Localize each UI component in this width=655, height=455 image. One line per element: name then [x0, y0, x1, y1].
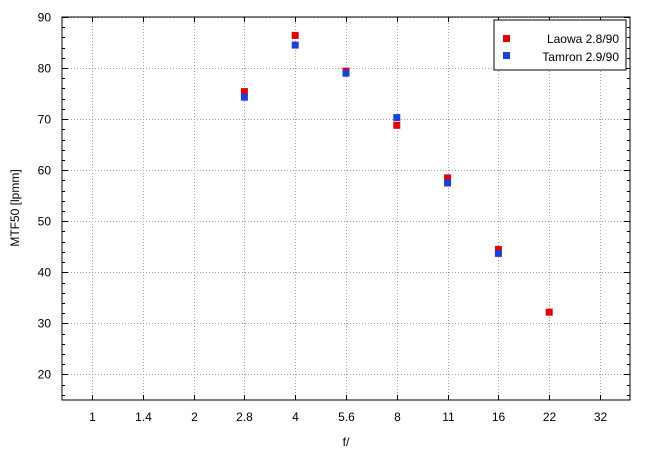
x-tick-label: 5.6	[338, 410, 355, 424]
data-point-laowa	[494, 245, 502, 253]
data-point-tamron	[444, 179, 452, 187]
x-tick-label: 16	[492, 410, 506, 424]
legend-label-laowa: Laowa 2.8/90	[547, 32, 619, 46]
y-tick-label: 30	[38, 317, 52, 331]
x-axis-title: f/	[343, 435, 350, 449]
axis-ticks	[62, 17, 630, 400]
legend: Laowa 2.8/90 Tamron 2.9/90	[493, 19, 627, 71]
data-point-tamron	[494, 249, 502, 257]
x-tick-label: 1.4	[135, 410, 152, 424]
x-tick-label: 11	[442, 410, 455, 424]
data-point-tamron	[291, 41, 299, 49]
x-tick-label: 2	[191, 410, 198, 424]
y-tick-label: 90	[38, 11, 52, 25]
data-points	[240, 31, 553, 316]
data-point-laowa	[444, 174, 452, 182]
y-tick-label: 50	[38, 215, 52, 229]
y-tick-label: 40	[38, 266, 52, 280]
y-tick-labels: 20 30 40 50 60 70 80 90	[38, 11, 52, 382]
x-tick-label: 4	[292, 410, 299, 424]
y-tick-label: 70	[38, 113, 52, 127]
data-point-tamron	[393, 114, 401, 122]
y-tick-label: 20	[38, 368, 52, 382]
data-point-laowa	[393, 121, 401, 129]
x-tick-label: 1	[89, 410, 96, 424]
plot-area-frame	[61, 16, 631, 401]
x-tick-labels: 1 1.4 2 2.8 4 5.6 8 11 16 22 32	[89, 410, 607, 424]
y-tick-label: 80	[38, 62, 52, 76]
data-point-laowa	[240, 88, 248, 96]
data-point-laowa	[545, 308, 553, 316]
y-tick-label: 60	[38, 164, 52, 178]
gridlines	[62, 17, 630, 400]
x-tick-label: 22	[543, 410, 557, 424]
x-tick-label: 8	[394, 410, 401, 424]
data-point-tamron	[240, 93, 248, 101]
legend-swatch-laowa	[503, 35, 510, 42]
legend-label-tamron: Tamron 2.9/90	[542, 50, 619, 64]
y-axis-title: MTF50 [lpmm]	[8, 169, 22, 246]
data-point-tamron	[342, 69, 350, 77]
legend-swatch-tamron	[503, 52, 510, 59]
data-point-laowa	[291, 31, 299, 39]
legend-box	[493, 19, 627, 71]
x-tick-label: 32	[594, 410, 608, 424]
x-tick-label: 2.8	[236, 410, 253, 424]
